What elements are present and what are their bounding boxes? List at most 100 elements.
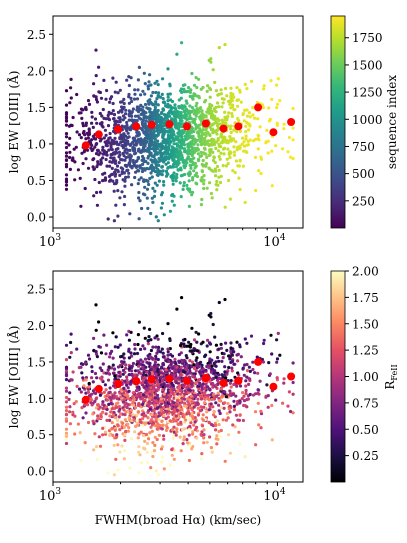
scatter-point [152, 194, 157, 198]
scatter-point [188, 170, 192, 174]
scatter-point [202, 138, 207, 142]
scatter-point [144, 140, 148, 145]
scatter-point [112, 140, 116, 144]
scatter-point [153, 105, 157, 110]
scatter-point [164, 395, 169, 399]
scatter-point [156, 170, 160, 174]
scatter-point [286, 150, 290, 154]
scatter-point [135, 418, 139, 422]
scatter-point [178, 435, 182, 439]
scatter-point [164, 113, 168, 117]
scatter-point [170, 193, 174, 197]
scatter-point [193, 146, 197, 150]
scatter-point [90, 398, 94, 402]
scatter-point [168, 395, 172, 399]
scatter-point [195, 85, 199, 90]
scatter-point [205, 344, 209, 348]
scatter-point [69, 96, 73, 100]
scatter-point [122, 105, 126, 109]
scatter-point [116, 91, 120, 95]
scatter-point [122, 425, 126, 429]
scatter-point [188, 90, 192, 94]
scatter-point [113, 374, 117, 378]
scatter-point [136, 169, 140, 173]
scatter-point [164, 144, 168, 148]
colorbar-tick-label: 1.00 [352, 370, 379, 384]
scatter-point [176, 389, 180, 393]
scatter-point [159, 151, 163, 155]
scatter-point [227, 178, 231, 183]
scatter-point [104, 133, 108, 137]
scatter-point [127, 101, 131, 105]
scatter-point [121, 167, 125, 171]
scatter-point [194, 140, 198, 144]
scatter-point [111, 101, 115, 106]
scatter-point [153, 108, 157, 112]
scatter-point [238, 129, 243, 134]
scatter-point [197, 77, 201, 81]
binned-median-point [165, 120, 174, 129]
scatter-point [165, 171, 169, 176]
scatter-point [114, 122, 118, 126]
scatter-point [244, 124, 248, 128]
scatter-point [151, 421, 155, 425]
scatter-point [126, 403, 130, 407]
scatter-point [208, 380, 212, 384]
scatter-point [223, 110, 227, 114]
scatter-point [126, 131, 130, 135]
scatter-point [217, 149, 221, 153]
scatter-point [289, 409, 293, 414]
scatter-point [161, 331, 165, 336]
scatter-point [131, 107, 135, 111]
scatter-point [106, 217, 110, 221]
scatter-point [142, 393, 146, 397]
scatter-point [110, 427, 114, 431]
scatter-point [100, 123, 104, 128]
scatter-point [121, 421, 125, 425]
scatter-point [90, 110, 94, 114]
scatter-point [160, 427, 164, 431]
scatter-point [99, 414, 103, 418]
scatter-point [232, 153, 237, 157]
scatter-point [182, 435, 186, 439]
scatter-point [229, 379, 233, 383]
scatter-point [120, 190, 124, 194]
scatter-point [208, 150, 212, 154]
scatter-point [176, 422, 180, 426]
scatter-point [93, 432, 97, 436]
scatter-point [267, 106, 271, 110]
scatter-point [64, 162, 69, 167]
scatter-point [92, 422, 96, 426]
scatter-point [190, 94, 194, 98]
scatter-point [224, 140, 228, 144]
scatter-point [80, 116, 84, 120]
scatter-point [128, 212, 132, 216]
scatter-point [99, 351, 104, 355]
scatter-point [64, 374, 69, 378]
scatter-point [188, 345, 192, 349]
scatter-point [123, 379, 127, 383]
scatter-point [64, 365, 69, 369]
scatter-point [135, 413, 139, 417]
scatter-point [238, 401, 242, 405]
scatter-point [154, 133, 158, 137]
scatter-point [153, 141, 157, 146]
scatter-point [242, 119, 246, 123]
scatter-point [179, 195, 183, 199]
scatter-point [149, 171, 153, 175]
bottom-y-ticks: 0.00.51.01.52.02.5 [27, 283, 53, 479]
scatter-point [110, 349, 114, 353]
scatter-point [136, 333, 140, 337]
scatter-point [84, 137, 88, 141]
scatter-point [118, 173, 122, 177]
scatter-point [93, 399, 97, 404]
scatter-point [126, 386, 130, 390]
scatter-point [251, 360, 255, 364]
scatter-point [172, 417, 176, 421]
scatter-point [83, 403, 87, 407]
scatter-point [104, 352, 108, 356]
scatter-point [116, 168, 120, 173]
scatter-point [178, 360, 182, 364]
scatter-point [95, 100, 99, 104]
scatter-point [176, 168, 180, 172]
